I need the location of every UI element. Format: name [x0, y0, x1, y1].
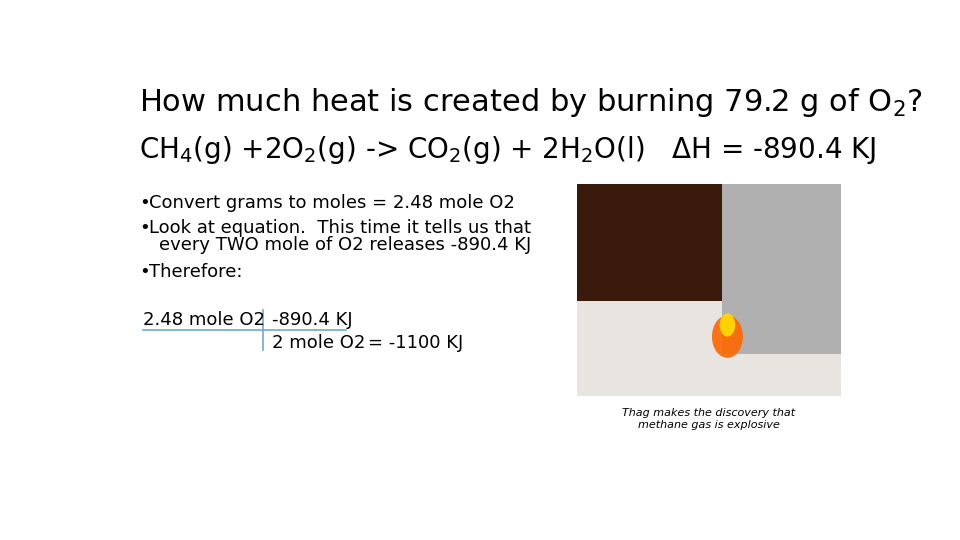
Text: Look at equation.  This time it tells us that: Look at equation. This time it tells us … — [150, 219, 532, 237]
Text: •: • — [139, 194, 150, 212]
Text: 2 mole O2: 2 mole O2 — [272, 334, 365, 352]
Bar — [577, 184, 841, 301]
Bar — [577, 301, 841, 396]
Text: = -1100 KJ: = -1100 KJ — [368, 334, 464, 352]
Text: CH$_4$(g) +2O$_2$(g) -> CO$_2$(g) + 2H$_2$O(l)   $\Delta$H = -890.4 KJ: CH$_4$(g) +2O$_2$(g) -> CO$_2$(g) + 2H$_… — [139, 134, 876, 166]
Ellipse shape — [720, 314, 735, 336]
Text: -890.4 KJ: -890.4 KJ — [272, 311, 352, 329]
Bar — [722, 184, 841, 354]
Text: •: • — [139, 219, 150, 237]
Text: every TWO mole of O2 releases -890.4 KJ: every TWO mole of O2 releases -890.4 KJ — [158, 236, 531, 254]
Text: •: • — [139, 264, 150, 281]
Text: Convert grams to moles = 2.48 mole O2: Convert grams to moles = 2.48 mole O2 — [150, 194, 516, 212]
Text: Therefore:: Therefore: — [150, 264, 243, 281]
Text: 2.48 mole O2: 2.48 mole O2 — [143, 311, 265, 329]
Ellipse shape — [712, 315, 743, 358]
Text: Thag makes the discovery that
methane gas is explosive: Thag makes the discovery that methane ga… — [622, 408, 796, 430]
Text: How much heat is created by burning 79.2 g of O$_2$?: How much heat is created by burning 79.2… — [139, 86, 923, 119]
